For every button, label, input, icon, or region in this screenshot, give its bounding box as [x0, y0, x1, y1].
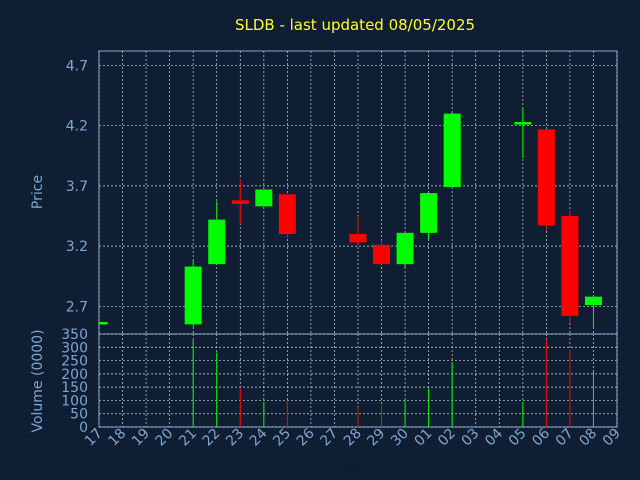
volume-axis-label: Volume (0000): [30, 329, 46, 432]
candle-body: [561, 215, 579, 316]
candle-body: [278, 194, 296, 235]
candle-body: [537, 129, 555, 226]
candle-body: [255, 189, 273, 207]
candle-body: [231, 200, 249, 204]
candle-body: [99, 321, 108, 325]
volume-y-tick-label: 150: [61, 380, 88, 396]
x-tick-label: 24: [247, 425, 271, 449]
candle-body: [443, 113, 461, 188]
volume-series: [192, 339, 594, 427]
price-y-tick-label: 2.7: [66, 299, 88, 315]
x-tick-label: 08: [576, 426, 600, 450]
x-axis-label: Day: [334, 459, 362, 475]
x-tick-label: 27: [317, 426, 341, 450]
candle-body: [584, 296, 602, 306]
volume-y-tick-label: 200: [61, 367, 88, 383]
price-y-tick-label: 4.2: [66, 119, 88, 135]
candle-body: [514, 122, 532, 125]
volume-y-tick-label: 100: [61, 393, 88, 409]
x-tick-label: 28: [341, 426, 365, 450]
candle-series: [99, 107, 602, 327]
volume-y-tick-label: 300: [61, 340, 88, 356]
candle-body: [373, 244, 391, 265]
candle-body: [184, 266, 202, 325]
x-tick-label: 21: [176, 426, 200, 450]
x-tick-label: 25: [270, 426, 294, 450]
candle-body: [420, 193, 438, 233]
x-tick-label: 09: [600, 426, 624, 450]
candle-body: [396, 232, 414, 265]
x-tick-label: 02: [435, 426, 459, 450]
volume-y-tick-label: 0: [79, 420, 88, 436]
x-tick-labels: 17 18 19 20 21 22 23 24 25 26 27 28 29 30 01 02 03 04 05 06…: [82, 425, 624, 449]
x-tick-label: 20: [153, 426, 177, 450]
x-tick-label: 18: [105, 426, 129, 450]
price-y-tick-labels: 2.7 3.2 3.7 4.2 4.7: [66, 58, 88, 315]
x-tick-label: 30: [388, 426, 412, 450]
chart-title: SLDB - last updated 08/05/2025: [235, 16, 475, 34]
x-tick-label: 04: [482, 425, 506, 449]
price-y-tick-label: 3.7: [66, 179, 88, 195]
x-tick-label: 05: [506, 426, 530, 450]
x-tick-label: 06: [529, 425, 553, 449]
candle-body: [208, 219, 226, 265]
x-tick-label: 22: [200, 426, 224, 450]
candle-body: [349, 234, 367, 243]
x-tick-label: 01: [412, 426, 436, 450]
x-tick-label: 29: [364, 426, 388, 450]
x-tick-label: 07: [553, 426, 577, 450]
x-tick-label: 19: [129, 426, 153, 450]
price-grid: [98, 51, 618, 334]
volume-y-tick-label: 350: [61, 327, 88, 343]
price-panel: 2.7 3.2 3.7 4.2 4.7 Price: [30, 50, 618, 335]
x-tick-label: 03: [459, 426, 483, 450]
x-tick-label: 23: [223, 426, 247, 450]
price-axis-label: Price: [30, 175, 46, 209]
price-y-tick-label: 3.2: [66, 239, 88, 255]
volume-y-tick-label: 250: [61, 354, 88, 370]
volume-y-tick-label: 50: [70, 407, 88, 423]
price-y-tick-label: 4.7: [66, 58, 88, 74]
x-tick-label: 26: [294, 425, 318, 449]
